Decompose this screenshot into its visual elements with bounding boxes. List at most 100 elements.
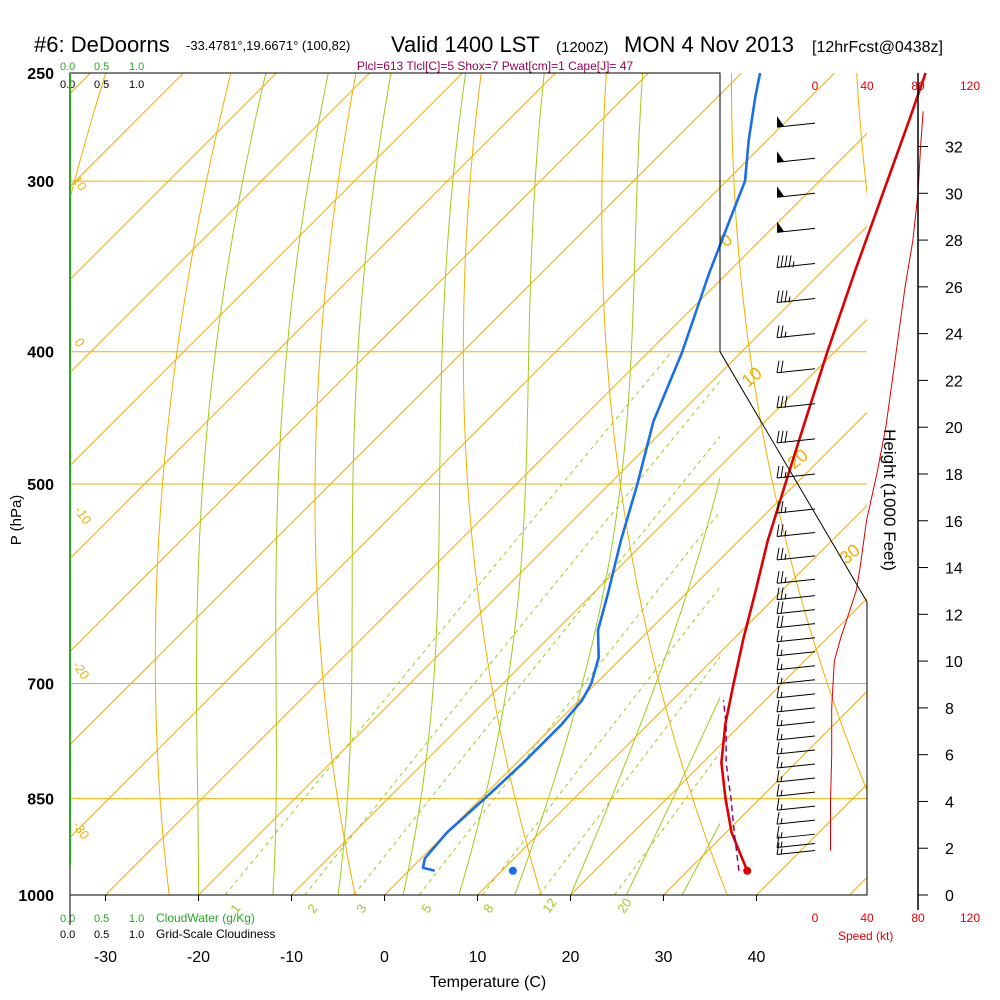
x-tick-label: 10 [469,949,487,966]
barb-staff [776,508,816,514]
speed-tick-bottom: 0 [812,911,819,925]
height-tick-label: 8 [945,701,954,718]
barb-half-flag [780,848,783,855]
mixing-ratio-label: 5 [418,901,434,916]
barb-staff [776,157,816,163]
barb-flag [780,465,784,479]
wind-barb [776,699,816,713]
sounding-params: Plcl=613 Tlcl[C]=5 Shox=7 Pwat[cm]=1 Cap… [357,59,634,73]
barb-flag [776,835,780,848]
moist-adiabat-line [625,696,720,895]
barb-half-flag [780,832,783,839]
barb-half-flag [780,775,783,783]
speed-tick-top: 0 [812,79,819,93]
temperature-line [720,72,927,872]
wind-barb [776,671,816,685]
barb-staff [776,438,816,444]
barb-staff [776,403,816,409]
barb-staff [776,850,816,856]
height-tick-label: 4 [945,794,954,811]
x-tick-label: 40 [748,949,766,966]
wind-barb [776,812,816,825]
barb-staff [776,693,816,699]
barb-staff [776,555,816,561]
cloudwater-tick: 0.0 [60,61,75,73]
height-tick-label: 30 [945,186,963,203]
barb-half-flag [780,677,783,684]
barb-staff [776,531,816,537]
cloudiness-label: Grid-Scale Cloudiness [156,927,275,941]
barb-flag [776,615,780,628]
barb-flag [776,699,780,712]
mixing-ratio-line [418,510,720,895]
pressure-tick-label: 400 [27,345,54,362]
barb-flag [776,360,780,373]
speed-tick-bottom: 80 [911,911,925,925]
speed-tick-top: 40 [860,79,874,93]
valid-time: Valid 1400 LST [391,32,540,57]
barb-half-flag [780,705,783,712]
cloudiness-tick: 0.0 [60,79,75,91]
barb-staff [776,227,816,233]
barb-flag [776,290,780,303]
forecast-hour: [12hrFcst@0438z] [812,39,943,56]
barb-flag [776,629,780,642]
cloudiness-tick: 1.0 [129,79,144,91]
barb-staff [776,262,816,268]
moist-adiabat-label: 20 [784,445,812,473]
wind-barb [776,465,816,479]
mixing-ratio-label: 2 [304,901,320,916]
barb-staff [776,791,816,797]
isotherm-line [70,73,277,281]
barb-pennant [777,116,784,128]
cloudiness-tick: 0.5 [94,929,109,941]
barb-flag [784,395,788,408]
barb-staff [776,298,816,304]
x-tick-label: -10 [280,949,303,966]
wind-barb [776,116,816,128]
barb-pennant [777,186,784,198]
barb-flag [780,430,784,443]
moist-adiabat-label: 30 [836,540,864,568]
isotherm-line [849,876,867,895]
barb-flag [776,769,780,783]
barb-staff [776,578,816,584]
cloudwater-label: CloudWater (g/Kg) [156,911,255,925]
barb-pennant [777,151,784,163]
barb-flag [776,255,780,268]
isotherm-line [70,73,463,467]
barb-half-flag [780,635,783,642]
speed-tick-bottom: 120 [960,911,980,925]
wind-barb [776,727,816,741]
wind-barb [776,657,816,671]
height-tick-label: 20 [945,420,963,437]
barb-half-flag [780,649,783,656]
moist-adiabat-line [570,475,720,895]
barb-flag [780,571,784,584]
pressure-tick-label: 250 [27,66,54,83]
moist-adiabat-line [337,73,392,895]
height-tick-label: 18 [945,467,963,484]
barb-flag [776,685,780,698]
isotherm-line [570,597,867,895]
barb-flag [776,524,780,537]
barb-staff [776,777,816,783]
barb-half-flag [784,506,787,514]
barb-flag [776,601,780,614]
barb-staff [776,623,816,629]
mixing-ratio-line [353,435,720,895]
height-tick-label: 16 [945,514,963,531]
cloud-scale-top: 0.0 0.5 1.0 0.0 0.5 1.0 [60,61,144,91]
surface-temperature-dot [743,866,752,875]
barb-staff [776,595,816,601]
barb-flag [776,713,780,726]
barb-flag [776,587,780,600]
wind-barb [776,643,816,657]
wind-barb [776,769,816,783]
dewpoint-line [421,72,762,873]
surface-dewpoint-dot [508,866,517,875]
barb-flag [780,615,784,628]
cloudwater-tick: 1.0 [129,913,144,925]
isotherm-line [477,504,867,895]
